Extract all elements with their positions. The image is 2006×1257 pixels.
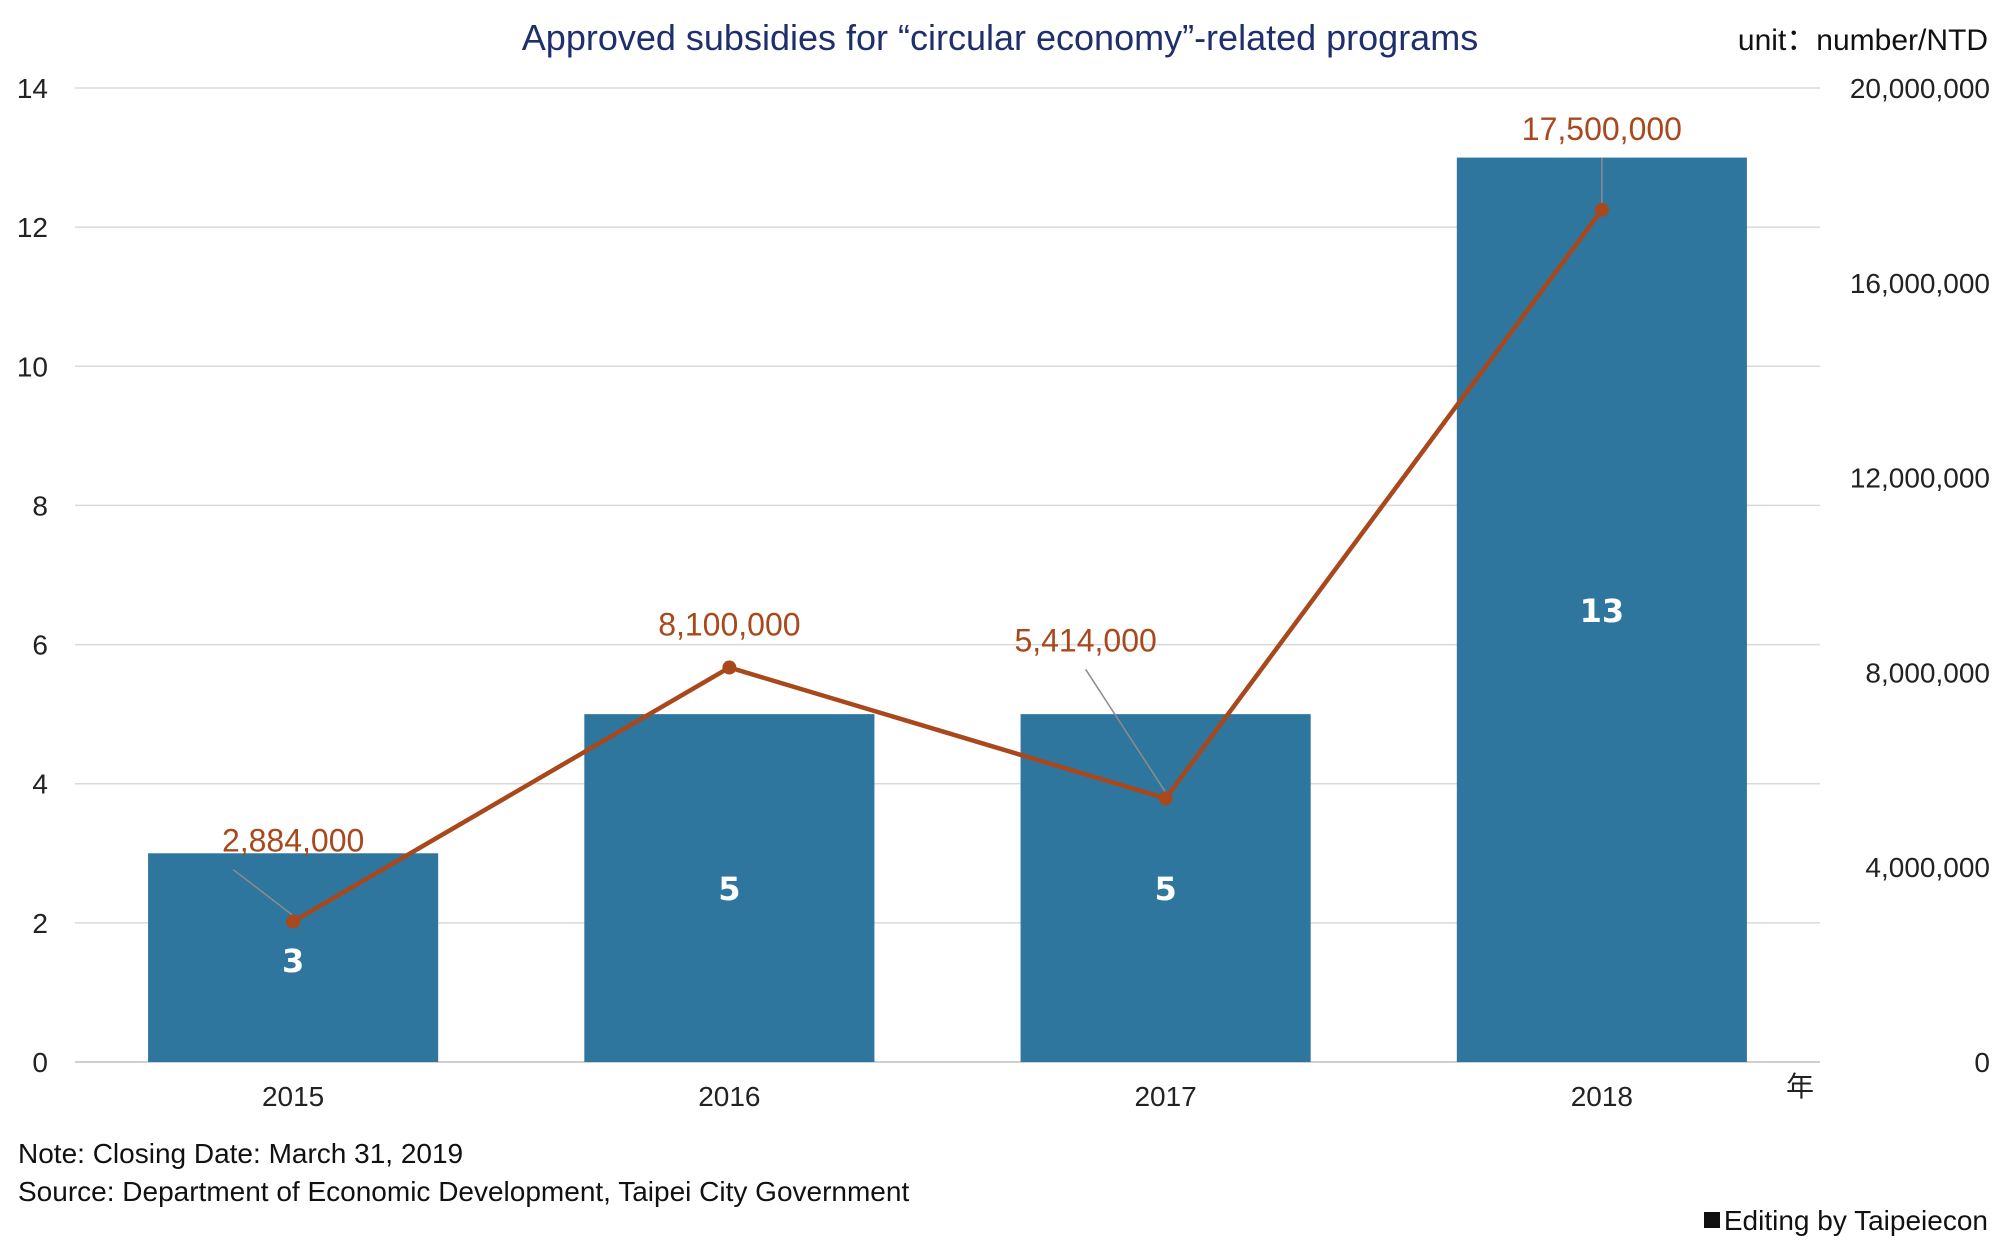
line-marker: [722, 660, 737, 675]
right-tick-label: 20,000,000: [1850, 73, 1990, 104]
unit-label: unit：number/NTD: [1738, 24, 1988, 57]
bar: [584, 714, 875, 1062]
bar: [1456, 157, 1747, 1063]
x-tick-label: 2016: [698, 1081, 760, 1112]
bar-data-label: 13: [1580, 592, 1625, 630]
right-tick-label: 12,000,000: [1850, 463, 1990, 494]
left-tick-label: 12: [17, 212, 48, 243]
footnote: Note: Closing Date: March 31, 2019: [18, 1138, 464, 1169]
bar-series: 3 5 5 13: [148, 157, 1747, 1063]
chart-title: Approved subsidies for “circular economy…: [522, 17, 1478, 58]
left-tick-label: 4: [32, 769, 48, 800]
x-axis: 2015 2016 2017 2018: [262, 1081, 1633, 1112]
bar: [1020, 714, 1311, 1062]
left-axis: 0 2 4 6 8 10 12 14: [17, 73, 48, 1078]
square-icon: [1703, 1212, 1720, 1228]
bar-data-label: 3: [282, 942, 304, 980]
line-marker: [1158, 791, 1173, 806]
credit-text: Editing by Taipeiecon: [1723, 1205, 1988, 1236]
label-leader-line: [1084, 668, 1167, 793]
right-tick-label: 0: [1974, 1047, 1990, 1078]
bar: [148, 853, 439, 1062]
left-tick-label: 8: [32, 490, 48, 521]
right-tick-label: 8,000,000: [1865, 657, 1990, 688]
x-tick-label: 2018: [1571, 1081, 1633, 1112]
editor-credit: Editing by Taipeiecon: [1703, 1205, 1988, 1237]
line-data-label: 5,414,000: [1014, 622, 1156, 658]
bar-data-label: 5: [718, 870, 740, 908]
right-axis: 0 4,000,000 8,000,000 12,000,000 16,000,000 2…: [1850, 73, 1990, 1078]
line-series: 2,884,000 8,100,000 5,414,000 17,500,000: [222, 111, 1682, 929]
left-tick-label: 6: [32, 630, 48, 661]
line-data-label: 17,500,000: [1522, 111, 1682, 147]
left-tick-label: 10: [17, 351, 48, 382]
line-marker: [286, 914, 301, 929]
left-tick-label: 2: [32, 908, 48, 939]
left-tick-label: 0: [32, 1047, 48, 1078]
source-text: Source: Department of Economic Developme…: [18, 1176, 910, 1207]
line-data-label: 2,884,000: [222, 823, 364, 859]
x-tick-label: 2017: [1134, 1081, 1196, 1112]
line-path: [291, 208, 1604, 924]
label-leader-line: [232, 868, 294, 917]
x-axis-unit: 年: [1786, 1070, 1814, 1103]
left-tick-label: 14: [17, 73, 48, 104]
bar-data-label: 5: [1154, 870, 1176, 908]
right-tick-label: 16,000,000: [1850, 268, 1990, 299]
line-marker: [1594, 202, 1609, 217]
right-tick-label: 4,000,000: [1865, 852, 1990, 883]
x-tick-label: 2015: [262, 1081, 324, 1112]
line-data-label: 8,100,000: [658, 607, 800, 643]
